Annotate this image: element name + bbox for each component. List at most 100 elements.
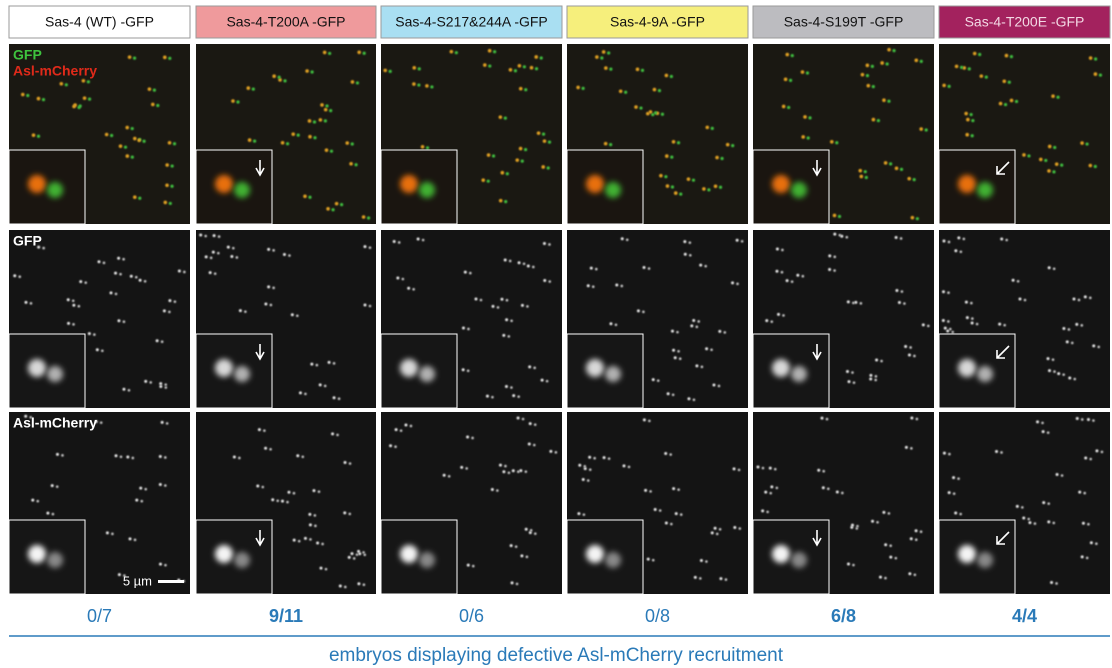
spot — [966, 316, 969, 319]
spot — [517, 416, 520, 419]
spot — [520, 554, 523, 557]
spot — [230, 255, 233, 258]
spot — [460, 466, 463, 469]
blob — [958, 359, 976, 377]
micrograph — [196, 412, 376, 594]
blob — [47, 366, 63, 382]
spot — [493, 50, 496, 53]
spot — [911, 216, 915, 220]
spot — [291, 313, 294, 316]
spot — [1081, 418, 1084, 421]
spot — [619, 89, 623, 93]
spot — [1082, 522, 1085, 525]
spot — [1087, 418, 1090, 421]
spot — [340, 203, 343, 206]
spot — [263, 429, 266, 432]
spot — [719, 186, 722, 189]
spot — [976, 323, 979, 326]
spot — [149, 381, 152, 384]
spot — [407, 287, 410, 290]
spot — [620, 285, 623, 288]
spot — [1084, 457, 1087, 460]
spot — [357, 550, 360, 553]
spot — [320, 103, 324, 107]
spot — [946, 330, 949, 333]
spot — [543, 242, 546, 245]
spot — [78, 305, 81, 308]
spot — [351, 80, 355, 84]
spot — [920, 530, 923, 533]
spot — [139, 279, 142, 282]
spot — [802, 275, 805, 278]
spot — [948, 491, 951, 494]
spot — [540, 56, 543, 59]
spot — [711, 127, 714, 130]
spot — [886, 62, 889, 65]
spot — [836, 490, 839, 493]
spot — [803, 115, 807, 119]
spot — [293, 539, 296, 542]
spot — [847, 300, 850, 303]
spot — [357, 582, 360, 585]
spot — [864, 170, 867, 173]
spot — [506, 172, 509, 175]
spot — [900, 237, 903, 240]
spot — [675, 512, 678, 515]
spot — [528, 365, 531, 368]
spot — [1083, 492, 1086, 495]
spot — [1081, 555, 1084, 558]
spot — [796, 274, 799, 277]
spot — [213, 234, 216, 237]
spot — [690, 324, 693, 327]
spot — [718, 385, 721, 388]
spot — [87, 80, 90, 83]
spot — [822, 486, 825, 489]
spot — [889, 556, 892, 559]
spot — [1051, 94, 1055, 98]
spot — [258, 428, 261, 431]
spot — [624, 91, 627, 94]
spot — [895, 289, 898, 292]
spot — [497, 306, 500, 309]
spot — [217, 252, 220, 255]
spot — [309, 523, 312, 526]
spot — [1094, 72, 1098, 76]
spot — [738, 469, 741, 472]
spot — [168, 311, 171, 314]
micrograph — [753, 44, 934, 224]
spot — [252, 87, 255, 90]
spot — [504, 258, 507, 261]
spot — [244, 310, 247, 313]
spot — [634, 105, 638, 109]
spot — [283, 253, 286, 256]
blob — [28, 175, 46, 193]
spot — [733, 526, 736, 529]
spot — [467, 369, 470, 372]
spot — [731, 144, 734, 147]
spot — [509, 260, 512, 263]
spot — [791, 280, 794, 283]
spot — [212, 251, 215, 254]
spot — [487, 153, 491, 157]
spot — [483, 63, 487, 67]
spot — [973, 52, 977, 56]
spot — [165, 183, 169, 187]
spot — [491, 396, 494, 399]
spot — [854, 301, 857, 304]
spot — [576, 86, 580, 90]
spot — [499, 464, 502, 467]
spot — [683, 240, 686, 243]
scale-bar-label: 5 µm — [123, 573, 152, 588]
spot — [1024, 299, 1027, 302]
spot — [672, 140, 676, 144]
spot — [516, 583, 519, 586]
spot — [281, 500, 284, 503]
spot — [607, 51, 610, 54]
spot — [517, 470, 520, 473]
spot — [1078, 299, 1081, 302]
spot — [888, 512, 891, 515]
spot — [664, 452, 667, 455]
spot — [209, 271, 212, 274]
spot — [895, 167, 899, 171]
spot — [1068, 377, 1071, 380]
